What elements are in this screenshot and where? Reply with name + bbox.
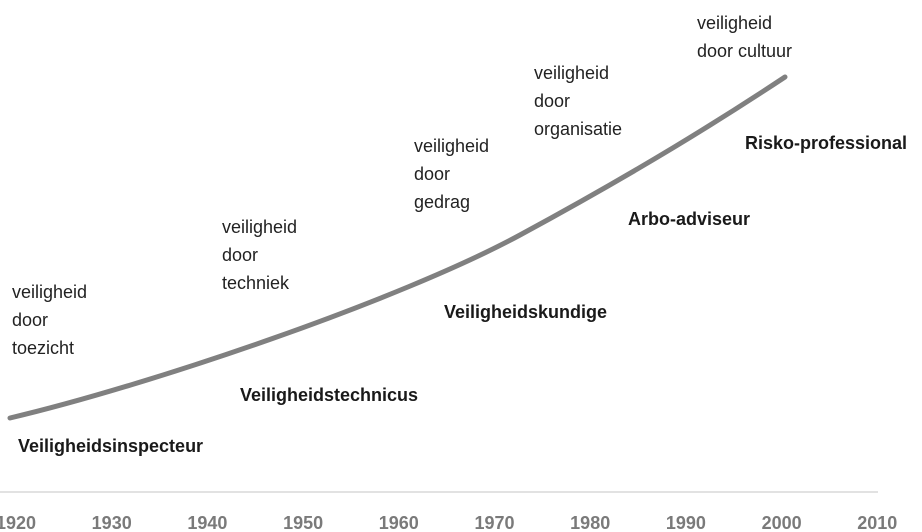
x-axis-label: 1920 [0, 513, 36, 532]
annotation-line: door [534, 91, 570, 111]
annotation-line: veiligheid [222, 217, 297, 237]
x-axis-label: 1960 [379, 513, 419, 532]
x-axis-label: 1940 [187, 513, 227, 532]
trend-curve [7, 74, 788, 421]
annotation: veiligheid door gedrag [414, 136, 489, 212]
x-axis-label: 1930 [92, 513, 132, 532]
role-label: Veiligheidstechnicus [240, 385, 418, 405]
annotation-line: gedrag [414, 192, 470, 212]
annotation: veiligheid door cultuur [697, 13, 792, 61]
annotation: veiligheid door toezicht [12, 282, 87, 358]
x-axis-label: 1950 [283, 513, 323, 532]
annotation-line: door [12, 310, 48, 330]
annotation-line: door [414, 164, 450, 184]
x-axis-label: 2000 [762, 513, 802, 532]
annotation-line: techniek [222, 273, 290, 293]
annotation-line: door cultuur [697, 41, 792, 61]
x-axis-label: 1990 [666, 513, 706, 532]
annotation-line: veiligheid [414, 136, 489, 156]
x-axis-label: 1970 [474, 513, 514, 532]
role-label: Veiligheidsinspecteur [18, 436, 203, 456]
annotation-line: veiligheid [697, 13, 772, 33]
role-label: Arbo-adviseur [628, 209, 750, 229]
annotation-line: veiligheid [12, 282, 87, 302]
x-axis-label: 2010 [857, 513, 897, 532]
x-axis-label: 1980 [570, 513, 610, 532]
annotation: veiligheid door organisatie [534, 63, 622, 139]
annotation-line: toezicht [12, 338, 74, 358]
role-label: Risko-professional [745, 133, 907, 153]
annotation-line: organisatie [534, 119, 622, 139]
annotation: veiligheid door techniek [222, 217, 297, 293]
annotation-line: veiligheid [534, 63, 609, 83]
annotation-line: door [222, 245, 258, 265]
role-label: Veiligheidskundige [444, 302, 607, 322]
